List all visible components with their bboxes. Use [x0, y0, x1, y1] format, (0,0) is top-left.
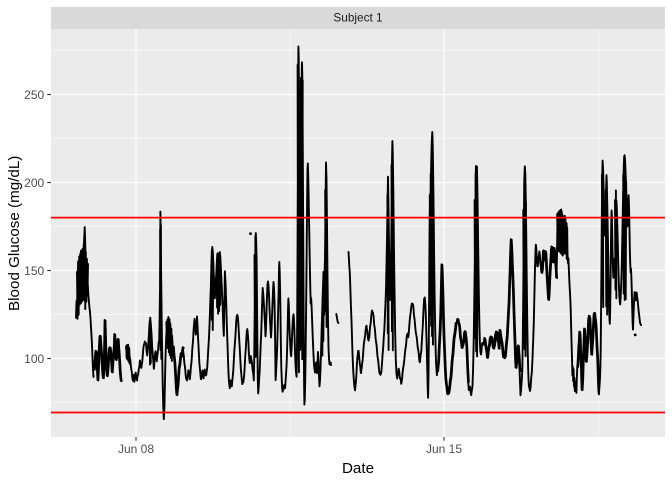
svg-text:150: 150: [24, 264, 44, 278]
svg-text:250: 250: [24, 88, 44, 102]
svg-text:Jun 08: Jun 08: [118, 442, 154, 456]
svg-text:Date: Date: [342, 460, 374, 477]
svg-text:Subject 1: Subject 1: [333, 10, 382, 24]
svg-text:Jun 15: Jun 15: [426, 442, 462, 456]
svg-text:100: 100: [24, 352, 44, 366]
svg-text:Blood Glucose (mg/dL): Blood Glucose (mg/dL): [6, 156, 23, 311]
svg-text:200: 200: [24, 176, 44, 190]
